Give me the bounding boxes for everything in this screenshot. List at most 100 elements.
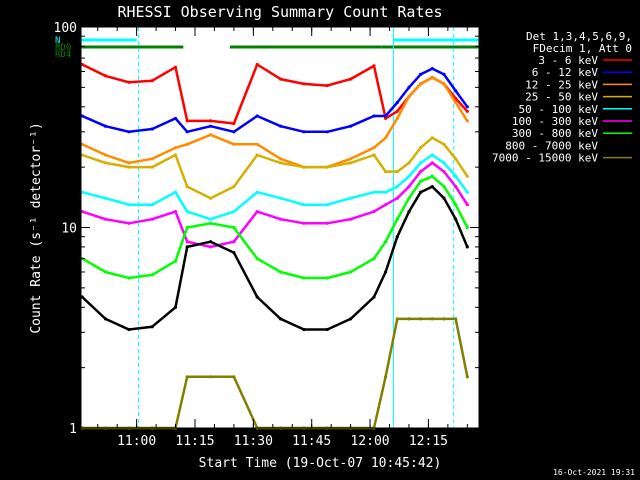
data-point — [185, 119, 189, 123]
data-point — [150, 127, 154, 131]
legend-label: 100 - 300 keV — [512, 115, 598, 128]
data-point — [279, 157, 283, 161]
data-point — [150, 79, 154, 83]
data-point — [232, 142, 236, 146]
x-tick-label: 12:00 — [350, 434, 389, 449]
data-point — [419, 72, 423, 76]
data-point — [442, 317, 446, 321]
data-point — [279, 317, 283, 321]
timestamp: 16-Oct-2021 19:31 — [553, 468, 635, 477]
data-point — [185, 375, 189, 379]
data-point — [232, 121, 236, 126]
data-point — [127, 80, 131, 84]
data-point — [185, 240, 189, 244]
data-point — [395, 196, 399, 200]
data-point — [325, 203, 329, 207]
data-point — [185, 245, 189, 249]
data-point — [255, 257, 259, 261]
data-point — [442, 142, 446, 146]
data-point — [395, 170, 399, 174]
data-point — [173, 305, 178, 309]
series-line — [81, 136, 469, 200]
data-point — [442, 72, 446, 76]
data-point — [395, 235, 399, 239]
data-point — [454, 317, 458, 321]
data-point — [255, 153, 259, 157]
data-point — [127, 165, 131, 169]
data-point — [454, 157, 458, 161]
data-point — [185, 225, 189, 230]
data-point — [407, 210, 411, 214]
data-point — [255, 142, 259, 146]
data-point — [395, 317, 399, 321]
data-point — [150, 325, 154, 329]
data-point — [279, 196, 283, 200]
data-point — [407, 161, 411, 165]
data-point — [395, 217, 399, 221]
data-point — [150, 273, 154, 277]
data-point — [279, 161, 283, 165]
data-point — [232, 210, 236, 214]
data-point — [173, 65, 178, 69]
legend-label: 6 - 12 keV — [532, 66, 599, 79]
data-point — [372, 114, 376, 118]
data-point — [419, 161, 423, 165]
data-point — [325, 221, 329, 225]
data-point — [302, 165, 306, 169]
chart-title: RHESSI Observing Summary Count Rates — [117, 3, 442, 21]
series-line — [81, 67, 469, 134]
data-point — [255, 295, 259, 299]
data-point — [349, 196, 353, 200]
series-line — [81, 161, 469, 249]
data-point — [372, 210, 376, 214]
x-axis: 11:00 11:15 11:30 11:45 12:00 12:15 — [97, 27, 468, 449]
detector-info-line-1: Det 1,3,4,5,6,9, — [526, 30, 632, 43]
data-point — [349, 157, 353, 161]
data-point — [325, 276, 329, 280]
data-point — [419, 146, 423, 150]
flag-label: N — [55, 36, 60, 46]
data-point — [454, 185, 458, 189]
data-point — [454, 174, 458, 178]
data-point — [127, 161, 131, 165]
data-point — [372, 190, 376, 194]
data-point — [150, 217, 154, 221]
data-point — [465, 225, 469, 230]
data-point — [127, 221, 131, 225]
series-line — [81, 175, 469, 280]
y-tick-label: 1 — [69, 422, 77, 437]
data-point — [103, 217, 108, 221]
data-point — [232, 375, 236, 379]
data-point — [419, 170, 423, 174]
data-point — [127, 130, 131, 134]
data-point — [454, 217, 458, 221]
data-point — [454, 100, 458, 105]
data-point — [407, 85, 411, 89]
data-point — [407, 196, 411, 200]
legend-label: 3 - 6 keV — [538, 54, 598, 67]
data-point — [173, 190, 178, 194]
series-line — [81, 153, 469, 221]
data-point — [442, 82, 446, 86]
data-point — [209, 124, 213, 128]
data-point — [302, 82, 306, 86]
data-point — [430, 153, 434, 157]
data-point — [103, 196, 108, 200]
data-point — [185, 210, 189, 214]
data-point — [372, 153, 376, 157]
data-point — [127, 203, 131, 207]
data-point — [465, 245, 469, 249]
data-point — [279, 217, 283, 221]
data-point — [185, 130, 189, 134]
data-point — [173, 153, 178, 157]
data-point — [232, 130, 236, 134]
data-point — [349, 317, 353, 321]
data-point — [465, 174, 469, 178]
legend-label: 25 - 50 keV — [525, 91, 598, 104]
data-point — [384, 116, 388, 120]
legend-label: 300 - 800 keV — [512, 127, 598, 140]
data-point — [384, 190, 388, 194]
data-point — [325, 165, 329, 169]
flag-label: RD0 — [55, 43, 71, 53]
